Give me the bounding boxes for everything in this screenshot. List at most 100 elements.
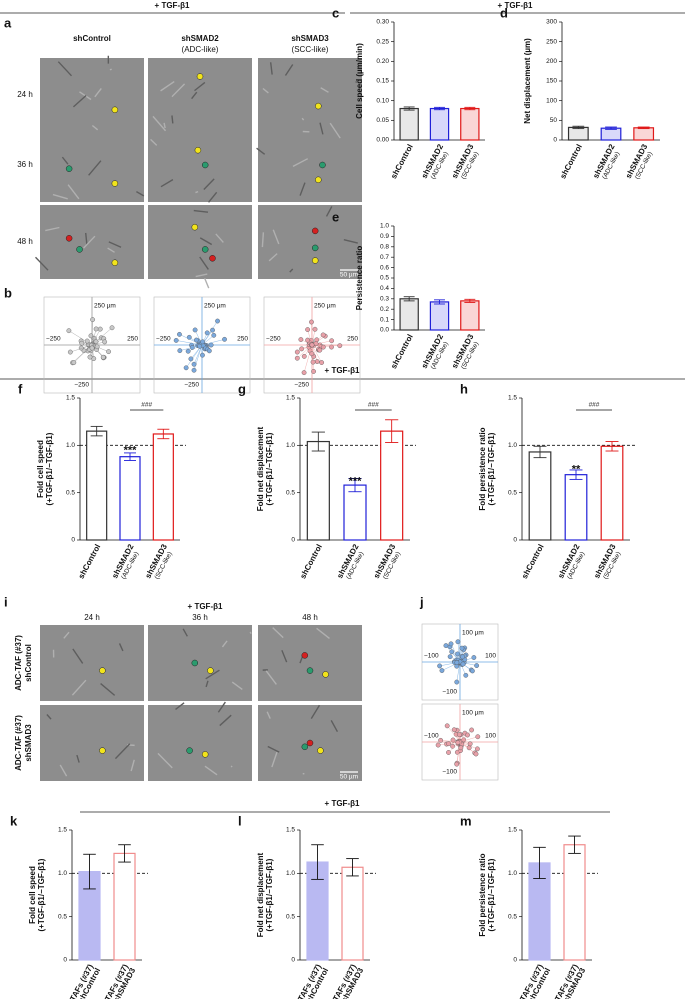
y-axis-label: (+TGF-β1/−TGF-β1) [487, 858, 496, 931]
bar [119, 456, 141, 541]
axis-label: 100 µm [462, 630, 484, 637]
cell-shape [45, 226, 60, 232]
x-tick-label: shSMAD2(ADC-like) [420, 142, 450, 180]
track-end [435, 742, 441, 748]
cell-shape [67, 184, 80, 200]
comparison-label: ### [589, 402, 600, 409]
x-tick-label: shSMAD3(SCC-like) [450, 332, 480, 370]
track-dot [311, 227, 319, 235]
cell-shape [83, 235, 96, 249]
track-end [310, 359, 316, 365]
track-end [329, 338, 335, 344]
track-end [447, 654, 453, 660]
x-tick-label: shControl [389, 143, 415, 181]
track [70, 344, 93, 353]
panel-letter: l [238, 813, 242, 828]
axis-label: 100 [485, 733, 496, 740]
cell-shape [114, 743, 131, 760]
cell-shape [61, 156, 69, 165]
track-end [337, 343, 343, 349]
y-tick-label: 250 [546, 38, 557, 45]
track-end [208, 342, 214, 348]
column-header: shSMAD2 [181, 34, 219, 43]
track-end [200, 352, 205, 358]
track-end [314, 359, 320, 364]
y-tick-label: 1.5 [286, 395, 295, 402]
cell-shape [204, 277, 210, 289]
panel-letter: f [18, 381, 23, 396]
cell-shape [284, 64, 294, 76]
track-dot [194, 146, 202, 154]
track [91, 319, 93, 346]
track-dot [111, 106, 119, 114]
track-end [450, 743, 455, 749]
axis-label: −100 [424, 653, 439, 660]
x-tick-label: shSMAD2(ADC-like) [335, 542, 365, 580]
track-end [309, 351, 315, 357]
section-header: + TGF-β1 [188, 602, 223, 611]
track-dot [317, 747, 324, 754]
panel-letter: d [500, 5, 508, 20]
panel-letter: e [332, 209, 339, 224]
section-header: + TGF-β1 [498, 1, 533, 10]
x-tick-label: shSMAD3(SCC-like) [143, 542, 173, 580]
significance: *** [124, 444, 138, 456]
bar [460, 300, 480, 331]
track-end [97, 326, 103, 332]
micrograph [148, 705, 252, 781]
row-label-line: shControl [24, 644, 33, 682]
section-header: + TGF-β1 [155, 1, 190, 10]
cell-shape [59, 764, 68, 777]
cell-shape [230, 765, 233, 768]
track-dot [319, 161, 326, 169]
cell-shape [52, 193, 68, 200]
track-end [437, 663, 443, 669]
track-end [185, 348, 191, 354]
track-end [446, 741, 451, 747]
bar [113, 852, 136, 961]
cell-shape [204, 765, 218, 776]
y-axis-label: Fold cell speed [36, 440, 45, 498]
bar [152, 433, 174, 541]
axis-label: 250 µm [314, 303, 336, 310]
track-end [71, 360, 77, 365]
bar [600, 127, 622, 141]
track-end [448, 641, 454, 647]
comparison-label: ### [368, 402, 379, 409]
cell-shape [215, 233, 224, 243]
bar [380, 430, 404, 541]
track-end [106, 349, 111, 355]
track-end [301, 370, 307, 376]
cell-shape [72, 648, 84, 664]
axis-label: −250 [184, 382, 199, 389]
y-tick-label: 100 [546, 97, 557, 104]
x-tick-label: shSMAD2(ADC-like) [556, 542, 586, 580]
y-tick-label: 0.7 [380, 254, 389, 261]
bar [563, 844, 586, 961]
track-end [193, 337, 199, 343]
column-header: shSMAD3 [291, 34, 329, 43]
bar [633, 127, 655, 141]
track-end [463, 672, 469, 678]
track [459, 741, 477, 755]
track-end [188, 356, 194, 362]
cell-shape [266, 711, 271, 719]
y-tick-label: 0.05 [376, 117, 389, 124]
panel-letter: j [419, 594, 424, 609]
track-end [102, 339, 108, 345]
cell-shape [191, 91, 198, 100]
track-dot [65, 235, 73, 242]
x-tick-label: ADC-TAFs (#37)shControl [59, 962, 102, 999]
column-note: (SCC-like) [292, 45, 329, 54]
y-tick-label: 0.00 [376, 137, 389, 144]
cell-shape [136, 191, 145, 197]
track-dot [191, 659, 199, 667]
track-end [183, 365, 189, 371]
bar [600, 445, 624, 541]
cell-shape [160, 80, 175, 92]
track-end [314, 337, 320, 343]
track-end [329, 344, 334, 350]
track-end [444, 723, 450, 729]
track-end [301, 353, 307, 359]
track-end [84, 338, 90, 344]
